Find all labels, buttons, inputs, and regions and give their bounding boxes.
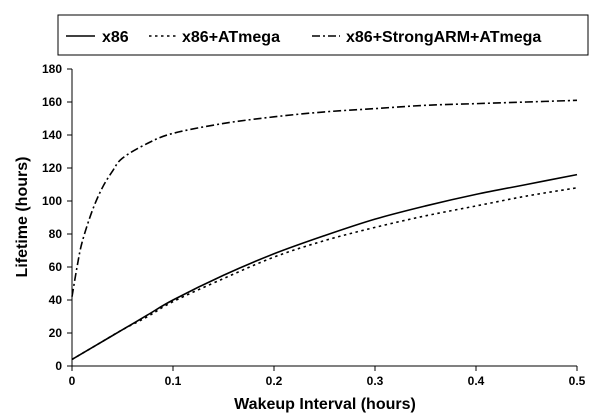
y-axis-title: Lifetime (hours)	[14, 157, 31, 278]
legend-label-x86-strongarm-atmega: x86+StrongARM+ATmega	[346, 29, 541, 46]
y-tick-label: 180	[42, 62, 62, 76]
x-tick-label: 0.2	[266, 374, 283, 388]
x-ticks: 0 0.1 0.2 0.3 0.4 0.5	[69, 366, 586, 388]
legend: x86 x86+ATmega x86+StrongARM+ATmega	[57, 14, 589, 56]
x-axis-title: Wakeup Interval (hours)	[234, 396, 416, 413]
y-tick-label: 160	[42, 95, 62, 109]
x-tick-label: 0.5	[569, 374, 586, 388]
legend-label-x86-atmega: x86+ATmega	[182, 29, 280, 46]
y-tick-label: 0	[55, 359, 62, 373]
y-tick-label: 140	[42, 128, 62, 142]
series-line-x86	[71, 173, 578, 361]
legend-box	[57, 14, 589, 56]
series-line-x86-strongarm-atmega	[71, 99, 578, 297]
y-ticks: 0 20 40 60 80 100 120 140 160 180	[42, 62, 72, 373]
x-tick-label: 0.3	[367, 374, 384, 388]
y-tick-label: 20	[49, 326, 63, 340]
series	[71, 99, 578, 361]
y-tick-label: 40	[49, 293, 63, 307]
x-tick-label: 0.1	[165, 374, 182, 388]
x-tick-label: 0	[69, 374, 76, 388]
axes	[71, 69, 577, 367]
y-tick-label: 120	[42, 161, 62, 175]
series-line-x86-atmega	[71, 187, 578, 361]
y-tick-label: 80	[49, 227, 63, 241]
legend-label-x86: x86	[102, 29, 129, 46]
y-tick-label: 100	[42, 194, 62, 208]
y-tick-label: 60	[49, 260, 63, 274]
x-tick-label: 0.4	[468, 374, 485, 388]
